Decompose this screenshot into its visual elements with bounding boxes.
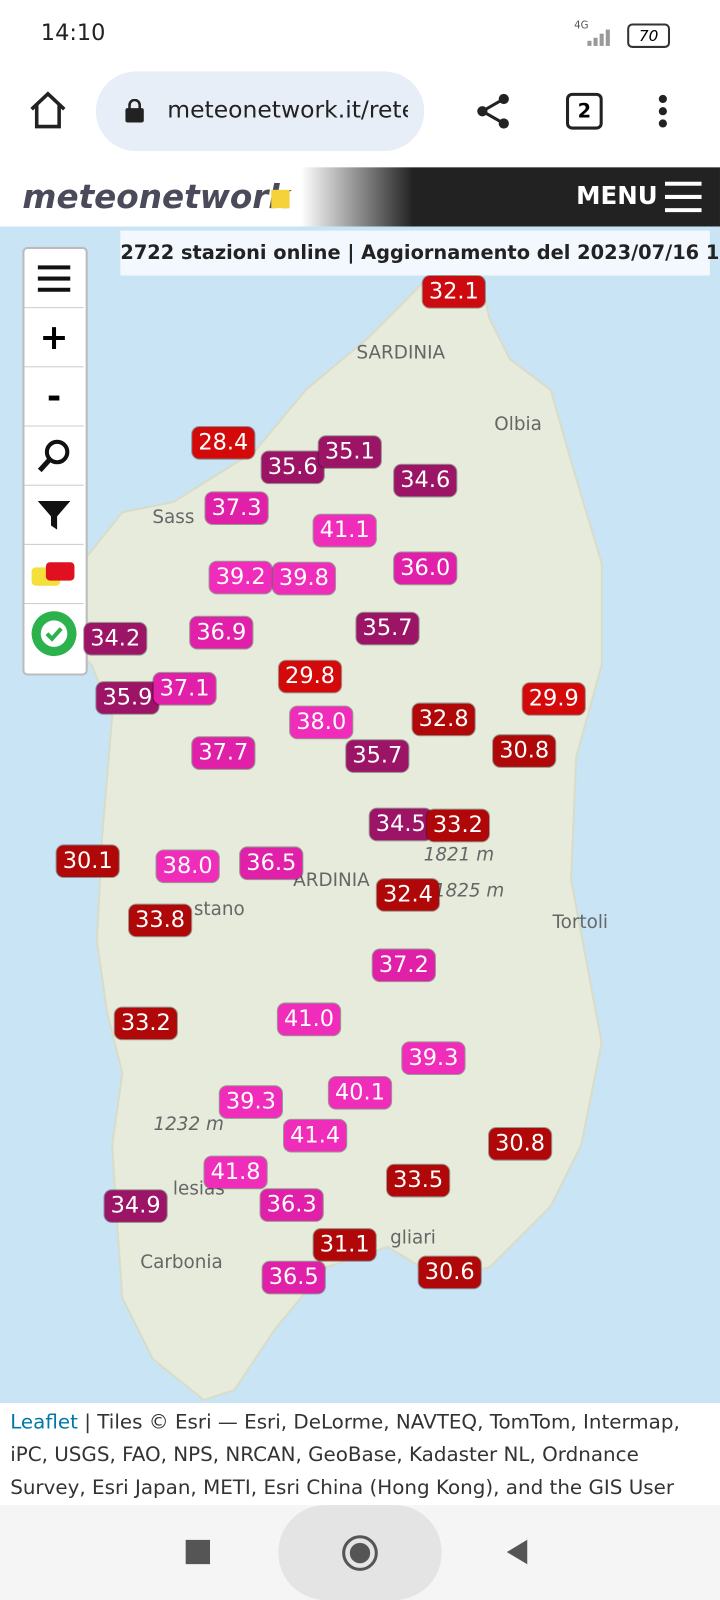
temperature-marker[interactable]: 34.6: [394, 464, 457, 497]
temperature-marker[interactable]: 28.4: [192, 427, 255, 459]
temperature-marker[interactable]: 35.9: [96, 682, 159, 714]
tabs-button[interactable]: 2: [565, 92, 603, 130]
home-nav-button[interactable]: [341, 1534, 380, 1573]
url: meteonetwork.it/rete: [167, 96, 408, 124]
zoom-in[interactable]: +: [24, 308, 84, 368]
menu-button[interactable]: [653, 94, 673, 131]
temperature-marker[interactable]: 36.0: [394, 552, 457, 585]
place-label: Tortoli: [552, 911, 609, 934]
temperature-marker[interactable]: 29.8: [278, 660, 342, 693]
temperature-marker[interactable]: 41.4: [284, 1119, 347, 1152]
temperature-marker[interactable]: 33.8: [129, 904, 192, 937]
logo[interactable]: meteonetwork: [22, 177, 291, 217]
battery: 70: [627, 23, 671, 48]
logo-square: [271, 189, 290, 209]
temperature-marker[interactable]: 37.7: [192, 737, 255, 769]
temperature-marker[interactable]: 41.8: [204, 1156, 267, 1189]
site-header: meteonetwork MENU: [0, 167, 720, 227]
clock: 14:10: [40, 20, 106, 46]
place-label: gliari: [390, 1227, 436, 1249]
place-label: 1821 m: [423, 844, 495, 866]
temperature-marker[interactable]: 30.8: [489, 1128, 552, 1160]
temperature-marker[interactable]: 29.9: [522, 683, 585, 715]
temperature-marker[interactable]: 35.6: [261, 451, 324, 484]
address-bar[interactable]: meteonetwork.it/rete: [95, 71, 425, 152]
temperature-marker[interactable]: 38.0: [290, 706, 353, 739]
leaflet-link[interactable]: Leaflet: [10, 1410, 78, 1434]
nav-bar: [0, 1505, 720, 1600]
temperature-marker[interactable]: 35.7: [356, 612, 419, 645]
temperature-marker[interactable]: 31.1: [313, 1229, 376, 1261]
place-label: stano: [193, 898, 245, 920]
layers-button[interactable]: [24, 249, 84, 309]
lock-icon: [125, 98, 144, 123]
place-label: Olbia: [494, 413, 542, 436]
zoom-out[interactable]: -: [24, 367, 84, 427]
place-label: Sass: [152, 506, 195, 529]
temperature-marker[interactable]: 36.9: [190, 616, 253, 649]
temperature-marker[interactable]: 32.8: [412, 703, 475, 736]
temperature-marker[interactable]: 34.5: [369, 808, 432, 841]
share-button[interactable]: [474, 92, 513, 131]
island: [60, 271, 603, 1402]
temperature-marker[interactable]: 33.2: [426, 809, 489, 842]
temperature-marker[interactable]: 30.8: [493, 735, 556, 767]
temperature-marker[interactable]: 32.1: [422, 276, 485, 308]
back-button[interactable]: [505, 1539, 529, 1566]
temperature-marker[interactable]: 37.2: [372, 949, 435, 982]
place-label: 1232 m: [153, 1113, 224, 1136]
place-label: SARDINIA: [356, 342, 446, 364]
temperature-marker[interactable]: 39.8: [272, 562, 335, 595]
place-label: 1825 m: [433, 880, 505, 902]
temperature-marker[interactable]: 35.7: [346, 740, 409, 772]
search-button[interactable]: [24, 427, 84, 486]
temperature-marker[interactable]: 41.0: [277, 1003, 341, 1036]
temperature-marker[interactable]: 37.1: [153, 672, 216, 705]
signal-icon: [587, 29, 610, 46]
temperature-marker[interactable]: 33.5: [387, 1164, 450, 1197]
temperature-marker[interactable]: 36.5: [240, 847, 303, 880]
map[interactable]: 2722 stazioni online | Aggiornamento del…: [0, 226, 720, 1404]
temperature-marker[interactable]: 34.9: [104, 1190, 167, 1222]
network: 4G: [574, 20, 589, 32]
temperature-marker[interactable]: 30.1: [56, 845, 119, 878]
temperature-marker[interactable]: 34.2: [84, 622, 147, 655]
temperature-marker[interactable]: 40.1: [328, 1077, 392, 1109]
map-controls: + -: [22, 246, 88, 676]
place-label: ARDINIA: [293, 869, 370, 892]
hamburger[interactable]: [664, 181, 702, 213]
temperature-marker[interactable]: 32.4: [376, 879, 440, 911]
temperature-marker[interactable]: 35.1: [318, 436, 381, 468]
temperature-marker[interactable]: 41.1: [313, 514, 376, 547]
temperature-marker[interactable]: 38.0: [156, 850, 219, 883]
temperature-marker[interactable]: 39.2: [209, 561, 272, 594]
temperature-marker[interactable]: 30.6: [418, 1256, 481, 1289]
temperature-marker[interactable]: 36.5: [262, 1261, 325, 1294]
labels-button[interactable]: [24, 545, 84, 605]
menu-label[interactable]: MENU: [576, 181, 658, 211]
place-label: Carbonia: [140, 1251, 223, 1273]
recents-button[interactable]: [185, 1539, 211, 1565]
filter-button[interactable]: [24, 486, 84, 545]
temperature-marker[interactable]: 37.3: [205, 492, 268, 524]
temperature-marker[interactable]: 36.3: [260, 1189, 323, 1221]
attribution: Leaflet | Tiles © Esri — Esri, DeLorme, …: [10, 1406, 714, 1537]
info-bar: 2722 stazioni online | Aggiornamento del…: [120, 230, 720, 276]
home-button[interactable]: [28, 90, 69, 131]
status-button[interactable]: [24, 604, 83, 662]
temperature-marker[interactable]: 33.2: [114, 1007, 177, 1040]
temperature-marker[interactable]: 39.3: [219, 1086, 282, 1118]
temperature-marker[interactable]: 39.3: [402, 1042, 465, 1074]
